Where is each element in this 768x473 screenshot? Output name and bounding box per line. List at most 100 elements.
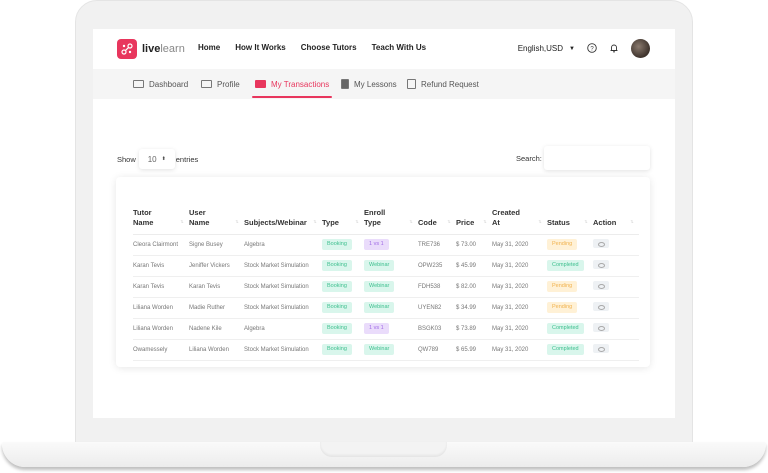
search-control: Search:: [516, 146, 650, 170]
logo-text: livelearn: [142, 43, 185, 55]
table-row: Karan Tevis Jeniffer Vickers Stock Market …: [133, 255, 639, 277]
search-input[interactable]: [543, 146, 650, 170]
enroll-type-badge: 1 vs 1: [364, 239, 389, 250]
created-at: May 31, 2020: [492, 318, 547, 340]
created-at: May 31, 2020: [492, 255, 547, 277]
entries-select[interactable]: 10 ⬍: [138, 149, 175, 169]
created-at: May 31, 2020: [492, 276, 547, 298]
logo-icon: [117, 39, 137, 59]
subject: Algebra: [244, 234, 322, 256]
table-row: Karan Tevis Karan Tevis Stock Market Simul…: [133, 276, 639, 298]
col-created-at[interactable]: Created At ↑↓: [492, 194, 547, 235]
language-currency-dropdown[interactable]: English,USD ▼: [517, 44, 575, 53]
tab-my-lessons[interactable]: My Lessons: [341, 69, 397, 99]
help-icon[interactable]: ?: [587, 42, 597, 55]
sort-icon: ↑↓: [538, 218, 542, 225]
entries-control: Show 10 ⬍ entries: [117, 149, 198, 169]
col-code[interactable]: Code ↑↓: [418, 194, 456, 235]
enroll-type-badge: Webinar: [364, 281, 395, 292]
col-action[interactable]: Action ↑↓: [593, 194, 639, 235]
calendar-check-icon: [407, 79, 416, 89]
view-eye-icon[interactable]: [593, 281, 609, 290]
col-tutor-name[interactable]: Tutor Name ↑↓: [133, 194, 189, 235]
type-badge: Booking: [322, 281, 352, 292]
account-tabs: Dashboard Profile My Transactions My Les…: [93, 69, 675, 99]
nav-choose-tutors[interactable]: Choose Tutors: [300, 43, 357, 52]
type-badge: Booking: [322, 239, 352, 250]
svg-text:?: ?: [590, 46, 594, 52]
table-row: Liliana Worden Madie Ruther Stock Market S…: [133, 297, 639, 319]
price: $ 45.99: [456, 255, 492, 277]
sort-icon: ↑↓: [180, 218, 184, 225]
nav-teach-with-us[interactable]: Teach With Us: [371, 43, 427, 52]
created-at: May 31, 2020: [492, 234, 547, 256]
tutor-name: Liliana Worden: [133, 297, 189, 319]
tab-refund-request[interactable]: Refund Request: [407, 69, 479, 99]
user-name: Nadene Kile: [189, 318, 244, 340]
price: $ 73.00: [456, 234, 492, 256]
created-at: May 31, 2020: [492, 297, 547, 319]
col-subjects[interactable]: Subjects/Webinar ↑↓: [244, 194, 322, 235]
sort-arrows-icon: ⬍: [161, 156, 166, 162]
book-icon: [341, 79, 349, 89]
enroll-type-badge: Webinar: [364, 302, 395, 313]
tutor-name: Owamessely: [133, 339, 189, 361]
col-status[interactable]: Status ↑↓: [547, 194, 593, 235]
tutor-name: Karan Tevis: [133, 255, 189, 277]
view-eye-icon[interactable]: [593, 302, 609, 311]
view-eye-icon[interactable]: [593, 323, 609, 332]
enroll-type-badge: Webinar: [364, 260, 395, 271]
code: UYEN82: [418, 297, 456, 319]
nav-home[interactable]: Home: [198, 43, 221, 52]
view-eye-icon[interactable]: [593, 344, 609, 353]
subject: Stock Market Simulation: [244, 276, 322, 298]
type-badge: Booking: [322, 260, 352, 271]
enroll-type-badge: 1 vs 1: [364, 323, 389, 334]
caret-down-icon: ▼: [569, 45, 575, 52]
subject: Stock Market Simulation: [244, 339, 322, 361]
user-name: Signe Busey: [189, 234, 244, 256]
tutor-name: Karan Tevis: [133, 276, 189, 298]
logo[interactable]: livelearn: [117, 39, 185, 59]
view-eye-icon[interactable]: [593, 260, 609, 269]
view-eye-icon[interactable]: [593, 239, 609, 248]
credit-card-icon: [255, 80, 266, 88]
bell-icon[interactable]: [609, 43, 619, 55]
status-badge: Completed: [547, 260, 584, 271]
subject: Algebra: [244, 318, 322, 340]
sort-icon: ↑↓: [355, 218, 359, 225]
col-user-name[interactable]: User Name ↑↓: [189, 194, 244, 235]
type-badge: Booking: [322, 344, 352, 355]
sort-icon: ↑↓: [313, 218, 317, 225]
col-price[interactable]: Price ↑↓: [456, 194, 492, 235]
sort-icon: ↑↓: [483, 218, 487, 225]
user-name: Madie Ruther: [189, 297, 244, 319]
status-badge: Pending: [547, 302, 578, 313]
created-at: May 31, 2020: [492, 339, 547, 361]
col-enroll-type[interactable]: Enroll Type ↑↓: [364, 194, 418, 235]
nav-how-it-works[interactable]: How It Works: [235, 43, 286, 52]
tutor-name: Cleora Clairmont: [133, 234, 189, 256]
sort-icon: ↑↓: [584, 218, 588, 225]
user-name: Jeniffer Vickers: [189, 255, 244, 277]
user-avatar[interactable]: [631, 39, 650, 58]
tab-dashboard[interactable]: Dashboard: [133, 69, 188, 99]
price: $ 34.99: [456, 297, 492, 319]
transactions-table: Tutor Name ↑↓ User Name ↑↓ Subjects/Webinar ↑…: [133, 194, 639, 361]
price: $ 65.99: [456, 339, 492, 361]
col-type[interactable]: Type ↑↓: [322, 194, 364, 235]
header-right: English,USD ▼ ?: [518, 39, 650, 58]
laptop-notch: [320, 442, 447, 457]
app-screen: livelearn Home How It Works Choose Tutor…: [93, 29, 675, 418]
price: $ 73.89: [456, 318, 492, 340]
code: BSGK03: [418, 318, 456, 340]
code: TRE736: [418, 234, 456, 256]
tab-my-transactions[interactable]: My Transactions: [251, 69, 333, 99]
main-nav: Home How It Works Choose Tutors Teach Wi…: [198, 43, 426, 52]
tab-profile[interactable]: Profile: [201, 69, 240, 99]
type-badge: Booking: [322, 323, 352, 334]
sort-icon: ↑↓: [630, 218, 634, 225]
id-card-icon: [201, 80, 212, 88]
type-badge: Booking: [322, 302, 352, 313]
table-row: Owamessely Liliana Worden Stock Market Sim…: [133, 339, 639, 361]
